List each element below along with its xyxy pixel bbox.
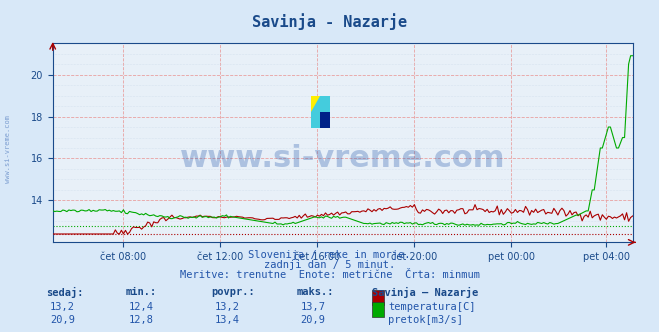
Bar [372,302,384,317]
Polygon shape [311,96,320,112]
Polygon shape [320,96,330,112]
Text: Meritve: trenutne  Enote: metrične  Črta: minmum: Meritve: trenutne Enote: metrične Črta: … [179,270,480,280]
Polygon shape [311,112,320,128]
Text: 13,7: 13,7 [301,302,326,312]
Text: 12,8: 12,8 [129,315,154,325]
Text: 20,9: 20,9 [50,315,75,325]
Bar [372,290,384,305]
Bar [320,96,330,112]
Text: www.si-vreme.com: www.si-vreme.com [180,144,505,173]
Bar [311,96,320,112]
Text: min.:: min.: [125,287,156,297]
Text: zadnji dan / 5 minut.: zadnji dan / 5 minut. [264,260,395,270]
Text: Savinja - Nazarje: Savinja - Nazarje [252,13,407,30]
Text: 13,2: 13,2 [50,302,75,312]
Polygon shape [311,96,320,112]
Text: sedaj:: sedaj: [46,287,84,298]
Text: temperatura[C]: temperatura[C] [388,302,476,312]
Text: Savinja – Nazarje: Savinja – Nazarje [372,287,478,298]
Text: 12,4: 12,4 [129,302,154,312]
Text: www.si-vreme.com: www.si-vreme.com [5,116,11,183]
Text: maks.:: maks.: [297,287,334,297]
Text: 13,2: 13,2 [215,302,240,312]
Text: pretok[m3/s]: pretok[m3/s] [388,315,463,325]
Text: povpr.:: povpr.: [211,287,254,297]
Text: Slovenija / reke in morje.: Slovenija / reke in morje. [248,250,411,260]
Polygon shape [320,112,330,128]
Text: 20,9: 20,9 [301,315,326,325]
Bar [320,112,330,128]
Text: 13,4: 13,4 [215,315,240,325]
